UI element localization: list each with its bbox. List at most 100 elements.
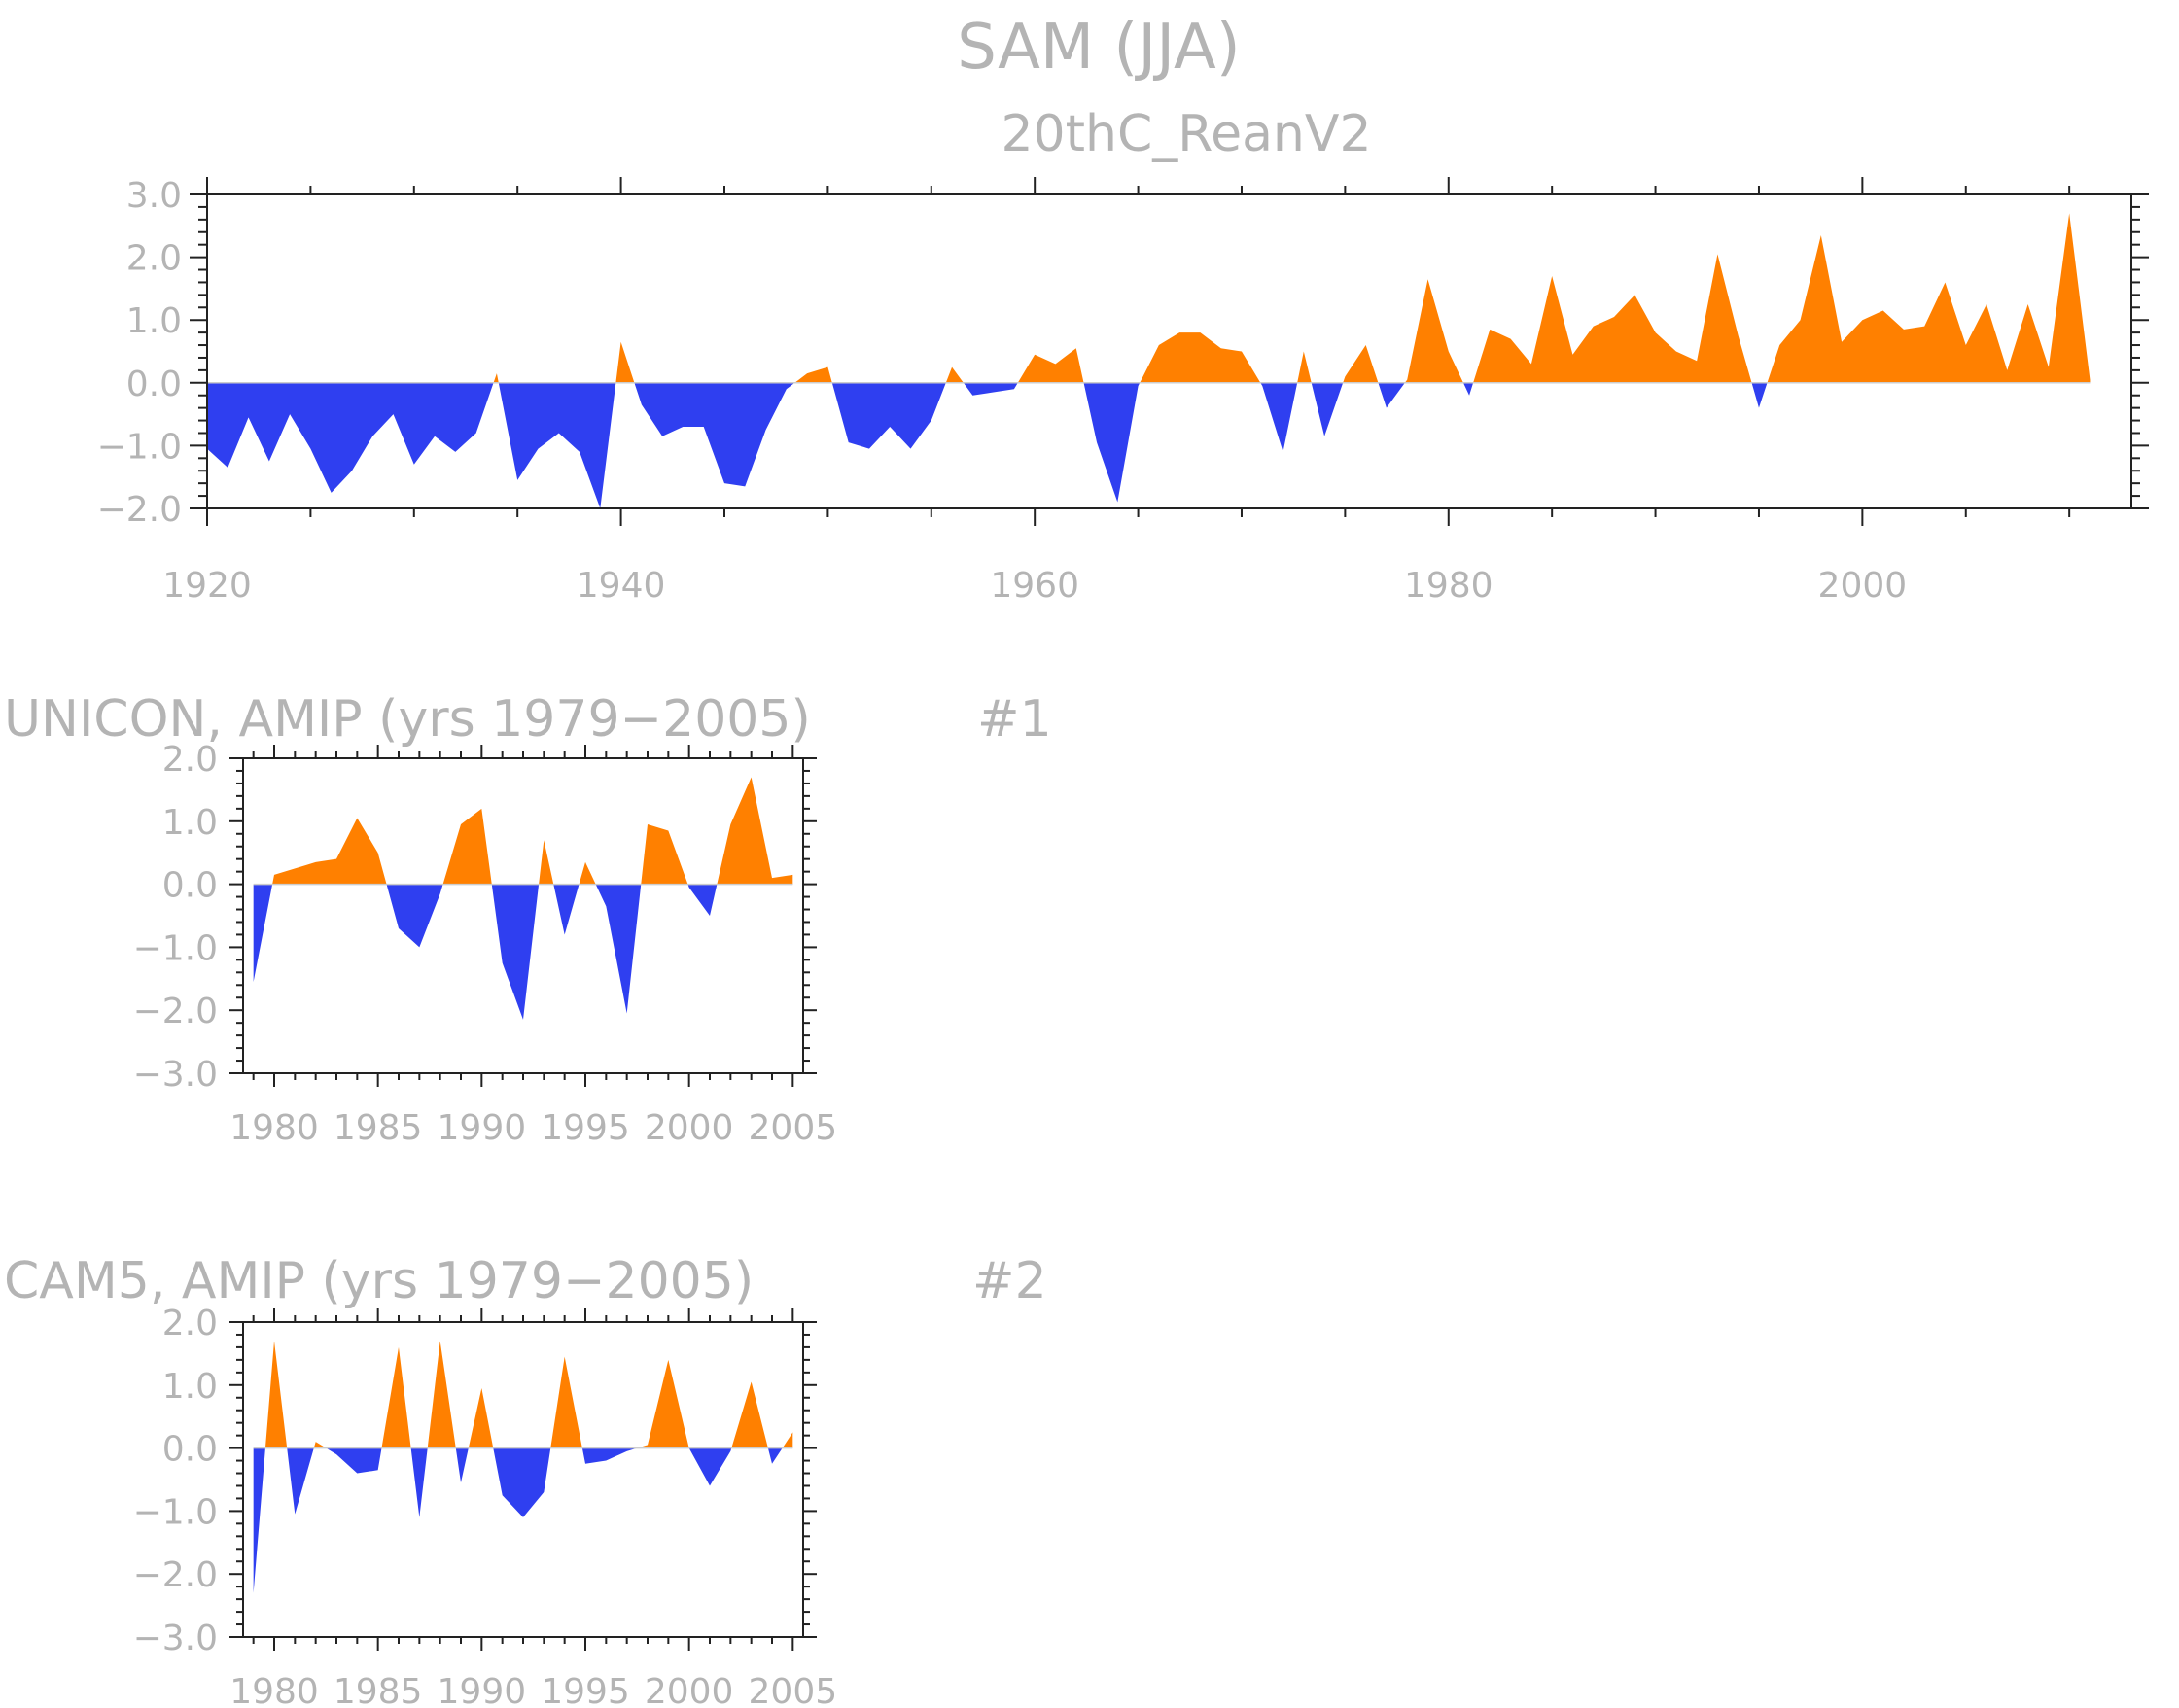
data-point — [460, 1481, 463, 1484]
x-tick-label: 2005 — [749, 1108, 838, 1148]
data-point — [522, 1516, 525, 1518]
data-point — [1137, 385, 1140, 388]
data-point — [750, 776, 753, 779]
negative-area — [253, 1447, 793, 1593]
data-point — [252, 1591, 255, 1594]
data-point — [434, 435, 437, 437]
x-tick-label: 1995 — [541, 1672, 630, 1708]
negative-area — [207, 382, 2091, 508]
panel-cam5: CAM5, AMIP (yrs 1979−2005) #2 1980 1985 19… — [4, 1252, 1047, 1708]
y-tick-label: −1.0 — [97, 427, 182, 467]
data-point — [1757, 406, 1760, 409]
x-tick-label: 1990 — [438, 1108, 527, 1148]
data-point — [1282, 450, 1284, 453]
x-tick-label: 2000 — [645, 1108, 734, 1148]
data-point — [1551, 274, 1554, 277]
data-point — [867, 447, 870, 450]
x-tick-label: 2000 — [645, 1672, 734, 1708]
data-point — [356, 1472, 359, 1475]
data-point — [2047, 366, 2050, 368]
data-point — [439, 892, 441, 895]
data-point — [1344, 375, 1347, 378]
data-point — [625, 1449, 628, 1452]
data-point — [744, 485, 747, 488]
data-point — [1529, 363, 1532, 366]
y-tick-label: −2.0 — [133, 1555, 218, 1595]
data-point — [2026, 303, 2029, 306]
panel-unicon: UNICON, AMIP (yrs 1979−2005) #1 1980 1985… — [4, 690, 1052, 1148]
data-point — [460, 823, 463, 826]
y-tick-label: −3.0 — [133, 1619, 218, 1658]
data-point — [702, 426, 705, 429]
data-point — [709, 1484, 712, 1487]
data-point — [1902, 328, 1905, 331]
data-point — [771, 877, 774, 880]
data-point — [847, 441, 850, 444]
data-point — [992, 391, 995, 394]
data-point — [1219, 347, 1222, 350]
data-point — [522, 1018, 525, 1021]
y-tick-label: 0.0 — [126, 365, 182, 404]
data-point — [563, 933, 566, 936]
data-point — [267, 460, 270, 463]
data-point — [909, 447, 912, 450]
positive-area — [207, 213, 2091, 383]
data-point — [398, 1345, 401, 1348]
data-point — [314, 860, 317, 863]
data-point — [474, 432, 477, 435]
data-point — [350, 470, 353, 472]
data-point — [227, 467, 229, 470]
data-point — [1841, 340, 1844, 343]
data-point — [247, 416, 250, 419]
data-point — [1654, 331, 1657, 334]
data-point — [1716, 253, 1719, 256]
data-point — [371, 435, 374, 437]
panel-title: UNICON, AMIP (yrs 1979−2005) — [4, 690, 811, 749]
data-point — [729, 1449, 732, 1452]
data-point — [376, 1469, 379, 1472]
data-point — [687, 886, 690, 889]
data-point — [722, 482, 725, 485]
x-tick-label: 1980 — [229, 1672, 319, 1708]
data-point — [480, 807, 483, 810]
y-tick-label: 2.0 — [126, 239, 182, 279]
data-point — [640, 403, 643, 406]
data-point — [785, 388, 788, 391]
data-point — [1778, 344, 1781, 347]
y-tick-label: 2.0 — [162, 740, 218, 780]
data-point — [454, 450, 457, 453]
y-tick-label: −1.0 — [133, 928, 218, 968]
data-point — [930, 419, 932, 422]
data-point — [1923, 325, 1926, 328]
data-point — [1509, 337, 1512, 340]
data-point — [661, 435, 664, 437]
data-point — [392, 413, 395, 416]
y-tick-label: 1.0 — [126, 301, 182, 341]
data-point — [729, 823, 732, 826]
data-point — [1157, 344, 1160, 347]
data-point — [1447, 350, 1450, 353]
data-point — [495, 372, 498, 375]
y-tick-label: 3.0 — [126, 176, 182, 216]
y-tick-label: 1.0 — [162, 803, 218, 843]
panel-title: CAM5, AMIP (yrs 1979−2005) — [4, 1252, 754, 1310]
data-point — [1613, 315, 1616, 318]
data-point — [1737, 334, 1740, 337]
data-point — [1054, 363, 1057, 366]
y-tick-label: −2.0 — [133, 992, 218, 1031]
data-point — [826, 366, 829, 368]
x-tick-label: 1980 — [229, 1108, 319, 1148]
data-point — [1634, 294, 1636, 296]
data-point — [619, 340, 622, 343]
data-point — [1819, 233, 1822, 236]
y-tick-label: 1.0 — [162, 1367, 218, 1407]
panel-title: 20thC_ReanV2 — [1001, 105, 1371, 163]
data-point — [543, 1490, 545, 1493]
data-point — [605, 905, 608, 908]
data-point — [1406, 378, 1409, 381]
data-point — [1674, 350, 1677, 353]
data-point — [1034, 353, 1037, 356]
positive-area — [253, 1341, 793, 1448]
y-tick-label: −3.0 — [133, 1055, 218, 1095]
